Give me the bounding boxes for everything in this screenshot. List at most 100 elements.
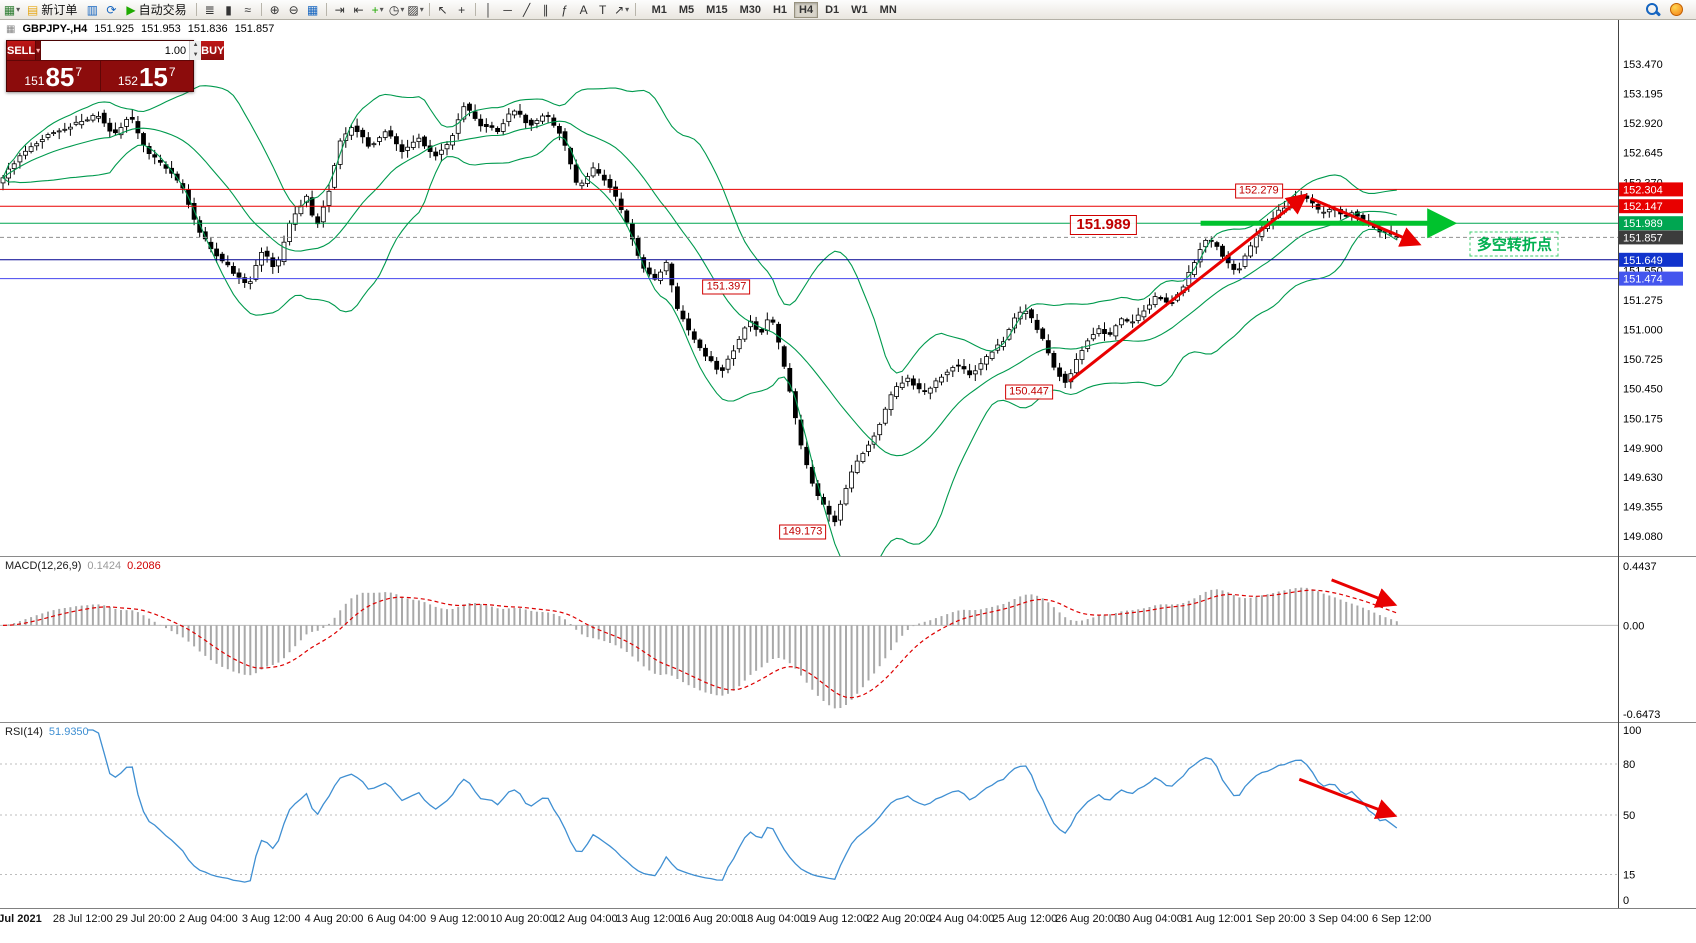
time-axis[interactable]: Jul 2021 28 Jul 12:00 29 Jul 20:00 2 Aug 04… bbox=[0, 908, 1696, 943]
turning-point-note[interactable]: 多空转折点 bbox=[1469, 231, 1559, 257]
macd-panel[interactable]: 0.4437 0.00 -0.6473 bbox=[0, 556, 1696, 722]
volume-input[interactable] bbox=[41, 41, 190, 60]
ohlc-close: 151.857 bbox=[234, 23, 275, 35]
indicators-icon[interactable]: + ▾ bbox=[369, 1, 387, 18]
volume-up-button[interactable]: ▲ bbox=[190, 41, 202, 51]
price-badge: 152.304 bbox=[1623, 184, 1663, 196]
label-icon[interactable]: T bbox=[594, 1, 612, 18]
rsi-value: 51.9350 bbox=[48, 726, 89, 738]
volume-down-button[interactable]: ▼ bbox=[190, 50, 202, 60]
timeframe-m30[interactable]: M30 bbox=[739, 3, 761, 16]
auto-scroll-icon[interactable]: ⇥ bbox=[331, 1, 349, 18]
price-badge-rect bbox=[1619, 182, 1683, 197]
volume-field: ▲ ▼ bbox=[41, 41, 202, 60]
symbol-period: GBPJPY-,H4 bbox=[22, 23, 88, 35]
sell-button[interactable]: SELL bbox=[7, 41, 36, 60]
bar-chart-icon[interactable]: ≣ bbox=[201, 1, 219, 18]
search-icon[interactable] bbox=[1645, 2, 1660, 17]
zoom-in-icon[interactable]: ⊕ bbox=[266, 1, 284, 18]
rsi-axis-label: 80 bbox=[1623, 759, 1635, 771]
templates-icon[interactable]: ▨ ▾ bbox=[407, 1, 425, 18]
trend-arrow-1[interactable] bbox=[1068, 193, 1308, 383]
rsi-axis-label: 100 bbox=[1623, 725, 1641, 737]
channel-icon[interactable]: ∥ bbox=[537, 1, 555, 18]
price-label-151989[interactable]: 151.989 bbox=[1070, 215, 1137, 236]
autotrading-button[interactable]: ▶ 自动交易 bbox=[121, 1, 191, 18]
one-click-trading-panel: SELL ▾ ▲ ▼ BUY 151 85 7 152 15 7 bbox=[6, 40, 225, 92]
bollinger-middle-band bbox=[2, 120, 1397, 457]
macd-label: MACD(12,26,9) 0.1424 0.2086 bbox=[5, 560, 161, 572]
timeframe-m5[interactable]: M5 bbox=[678, 3, 695, 16]
ask-price[interactable]: 152 15 7 bbox=[99, 61, 194, 91]
main-toolbar: ▦ ▾ ▤ 新订单 ▥ ⟳ ▶ 自动交易 ≣ ▮ ≈ ⊕ ⊖ ▦ ⇥ ⇤ + ▾ ◷ ▾ ▨ ▾ ↖ + │ ─ ╱ ∥ ƒ A T ↗ ▾ M… bbox=[0, 0, 1696, 20]
price-axis-label: 149.630 bbox=[1623, 472, 1663, 484]
trendline-icon: ╱ bbox=[522, 2, 531, 17]
sell-options-caret-icon[interactable]: ▾ bbox=[35, 41, 42, 60]
macd-down-arrow[interactable] bbox=[1331, 578, 1398, 608]
volume-stepper: ▲ ▼ bbox=[189, 41, 202, 60]
price-axis-label: 149.080 bbox=[1623, 531, 1663, 543]
zoom-out-icon[interactable]: ⊖ bbox=[285, 1, 303, 18]
macd-histogram bbox=[7, 587, 1398, 709]
new-order-button[interactable]: ▤ 新订单 bbox=[22, 1, 82, 18]
line-chart-icon[interactable]: ≈ bbox=[239, 1, 257, 18]
price-axis-label: 152.645 bbox=[1623, 148, 1663, 160]
time-label: 1 Sep 20:00 bbox=[1246, 913, 1306, 925]
timeframe-m1[interactable]: M1 bbox=[651, 3, 667, 16]
ohlc-low: 151.836 bbox=[187, 23, 228, 35]
rsi-panel[interactable]: 100 80 50 15 0 bbox=[0, 722, 1696, 908]
price-label-149173[interactable]: 149.173 bbox=[778, 524, 827, 540]
channel-icon: ∥ bbox=[542, 2, 549, 17]
tile-windows-icon[interactable]: ▦ bbox=[304, 1, 322, 18]
price-badge-rect bbox=[1619, 230, 1683, 245]
caret-down-icon: ▾ bbox=[625, 5, 630, 14]
vertical-line-icon[interactable]: │ bbox=[480, 1, 498, 18]
price-badge: 151.474 bbox=[1623, 274, 1663, 286]
cursor-icon[interactable]: ↖ bbox=[434, 1, 452, 18]
time-label: 9 Aug 12:00 bbox=[430, 913, 489, 925]
refresh-icon: ⟳ bbox=[106, 2, 117, 17]
caret-down-icon: ▾ bbox=[16, 5, 21, 14]
price-label-152279[interactable]: 152.279 bbox=[1234, 183, 1283, 199]
time-label: 3 Aug 12:00 bbox=[241, 913, 301, 925]
market-watch-icon[interactable]: ▥ bbox=[83, 1, 101, 18]
status-icon[interactable] bbox=[1670, 3, 1683, 16]
fibonacci-icon[interactable]: ƒ bbox=[556, 1, 574, 18]
crosshair-icon[interactable]: + bbox=[453, 1, 471, 18]
timeframe-h4[interactable]: H4 bbox=[794, 1, 819, 18]
bid-price[interactable]: 151 85 7 bbox=[7, 61, 100, 91]
timeframe-w1[interactable]: W1 bbox=[851, 3, 868, 16]
price-axis-label: 153.470 bbox=[1623, 59, 1663, 71]
price-badge-rect bbox=[1619, 216, 1683, 231]
arrows-icon[interactable]: ↗ ▾ bbox=[613, 1, 631, 18]
chart-shift-icon[interactable]: ⇤ bbox=[350, 1, 368, 18]
timeframe-d1[interactable]: D1 bbox=[825, 3, 840, 16]
candlestick-chart-icon[interactable]: ▮ bbox=[220, 1, 238, 18]
price-label-151397[interactable]: 151.397 bbox=[702, 279, 751, 295]
refresh-icon[interactable]: ⟳ bbox=[102, 1, 120, 18]
toolbar-separator bbox=[260, 3, 262, 16]
bollinger-upper-band bbox=[2, 85, 1397, 374]
price-chart[interactable]: 153.470153.195152.920152.645152.370151.5… bbox=[0, 20, 1696, 556]
text-icon[interactable]: A bbox=[575, 1, 593, 18]
horizontal-line-icon[interactable]: ─ bbox=[499, 1, 517, 18]
autotrading-button-label: 自动交易 bbox=[138, 3, 187, 17]
time-label: 19 Aug 12:00 bbox=[803, 913, 869, 925]
new-chart-icon: ▦ bbox=[3, 2, 16, 17]
time-label: 13 Aug 12:00 bbox=[615, 913, 681, 925]
trend-arrow-2[interactable] bbox=[1310, 197, 1422, 247]
timeframe-h1[interactable]: H1 bbox=[772, 3, 788, 16]
toolbar-separator bbox=[428, 3, 430, 16]
periods-icon[interactable]: ◷ ▾ bbox=[388, 1, 406, 18]
trendline-icon[interactable]: ╱ bbox=[518, 1, 536, 18]
rsi-down-arrow[interactable] bbox=[1298, 777, 1398, 819]
time-label: 18 Aug 04:00 bbox=[741, 913, 807, 925]
new-chart-icon[interactable]: ▦ ▾ bbox=[3, 1, 21, 18]
timeframe-m15[interactable]: M15 bbox=[706, 3, 728, 16]
periods-icon: ◷ bbox=[388, 2, 400, 17]
price-label-150447[interactable]: 150.447 bbox=[1005, 384, 1053, 400]
timeframe-mn[interactable]: MN bbox=[879, 3, 897, 16]
buy-button[interactable]: BUY bbox=[201, 41, 225, 60]
ohlc-open: 151.925 bbox=[94, 23, 135, 35]
time-label: 2 Aug 04:00 bbox=[179, 913, 238, 925]
